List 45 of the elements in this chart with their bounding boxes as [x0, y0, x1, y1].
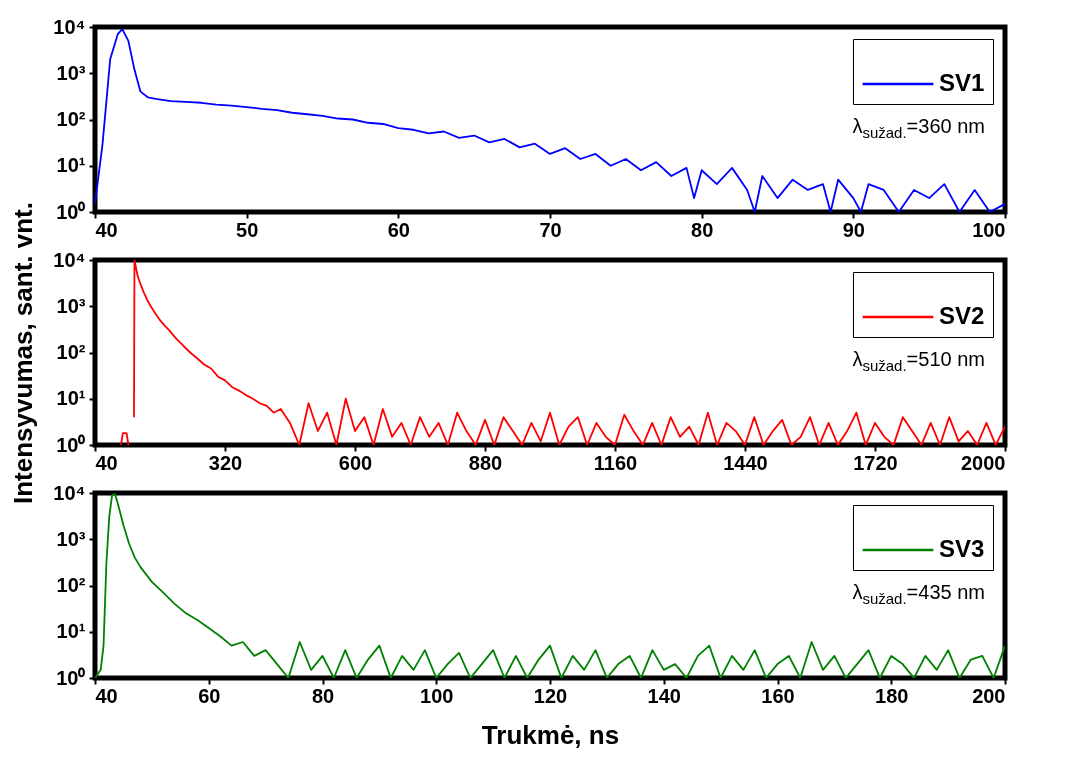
- x-tick-label: 70: [539, 218, 562, 241]
- x-tick-label: 50: [236, 218, 259, 241]
- y-tick-label: 10⁰: [56, 200, 86, 223]
- y-tick-label: 10²: [56, 574, 86, 596]
- y-tick-label: 10⁰: [56, 666, 86, 689]
- y-tick-label: 10³: [56, 61, 86, 84]
- x-tick-label: 2000: [961, 451, 1006, 474]
- y-tick-label: 10⁴: [53, 15, 86, 38]
- y-tick-label: 10³: [56, 294, 86, 317]
- x-tick-label: 100: [420, 684, 454, 707]
- x-tick-label: 180: [875, 684, 909, 707]
- legend-label: SV2: [939, 302, 985, 329]
- x-tick-label: 60: [198, 684, 221, 707]
- y-axis-title: Intensyvumas, sant. vnt.: [8, 202, 39, 504]
- y-tick-label: 10⁴: [53, 248, 86, 271]
- x-tick-label: 200: [972, 684, 1006, 707]
- x-tick-label: 1720: [853, 451, 898, 474]
- y-tick-label: 10⁴: [53, 481, 86, 504]
- x-tick-label: 140: [647, 684, 681, 707]
- x-tick-label: 90: [842, 218, 865, 241]
- x-tick-label: 100: [972, 218, 1006, 241]
- x-tick-label: 160: [761, 684, 795, 707]
- y-tick-label: 10⁰: [56, 433, 86, 456]
- x-tick-label: 880: [468, 451, 503, 474]
- legend-label: SV1: [939, 69, 985, 96]
- x-tick-label: 1160: [593, 451, 638, 474]
- y-tick-label: 10¹: [56, 387, 86, 410]
- x-tick-label: 40: [95, 684, 118, 707]
- x-tick-label: 40: [95, 218, 118, 241]
- x-tick-label: 320: [208, 451, 243, 474]
- x-tick-label: 1440: [723, 451, 768, 474]
- y-tick-label: 10²: [56, 108, 86, 130]
- y-tick-label: 10³: [56, 527, 86, 550]
- y-tick-label: 10¹: [56, 620, 86, 643]
- line-series: [95, 28, 1005, 212]
- x-tick-label: 40: [95, 451, 118, 474]
- x-tick-label: 80: [691, 218, 714, 241]
- x-tick-label: 60: [387, 218, 410, 241]
- x-tick-label: 120: [533, 684, 568, 707]
- y-tick-label: 10²: [56, 341, 86, 363]
- x-tick-label: 600: [338, 451, 373, 474]
- x-axis-title: Trukmė, ns: [481, 719, 620, 750]
- legend-label: SV3: [939, 535, 985, 562]
- x-tick-label: 80: [311, 684, 335, 707]
- y-tick-label: 10¹: [56, 154, 86, 177]
